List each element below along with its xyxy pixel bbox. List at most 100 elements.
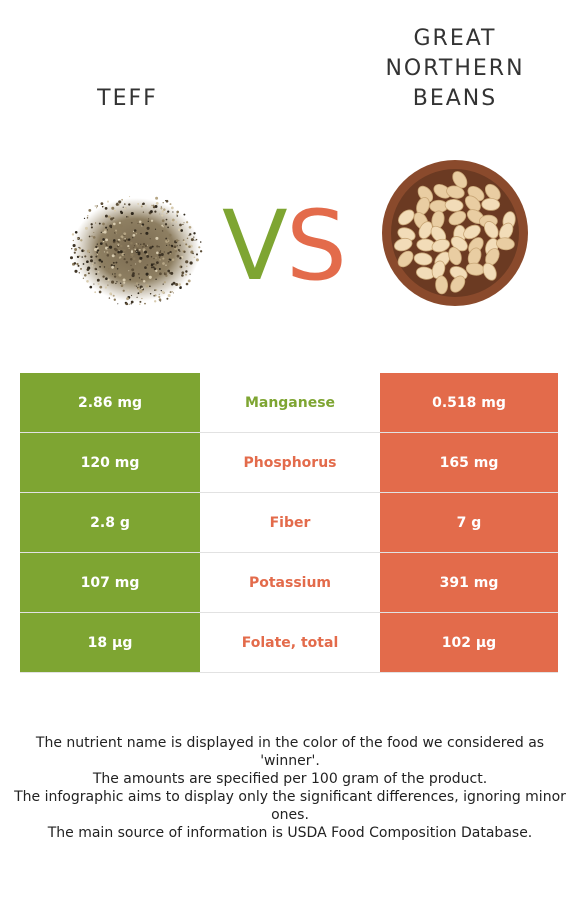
teff-grain — [139, 303, 141, 305]
teff-image — [69, 196, 203, 306]
teff-value: 120 mg — [20, 432, 200, 493]
teff-grain — [195, 258, 199, 262]
teff-grain — [105, 246, 108, 250]
teff-grain — [86, 260, 89, 264]
teff-grain — [132, 257, 136, 261]
teff-grain — [160, 253, 164, 256]
teff-grain — [149, 246, 153, 250]
teff-grain — [107, 247, 109, 250]
teff-grain — [179, 223, 182, 227]
teff-grain — [179, 257, 182, 260]
teff-grain — [159, 251, 162, 254]
teff-grain — [139, 300, 142, 303]
teff-grain — [135, 263, 137, 265]
teff-grain — [94, 262, 96, 264]
teff-grain — [183, 222, 185, 224]
teff-grain — [155, 257, 157, 259]
teff-grain — [145, 231, 149, 235]
teff-grain — [112, 294, 115, 297]
teff-grain — [165, 237, 168, 240]
teff-grain — [137, 222, 139, 225]
vs-label: V S — [222, 196, 362, 296]
teff-grain — [71, 248, 73, 250]
teff-grain — [141, 225, 143, 227]
teff-grain — [183, 250, 186, 253]
teff-grain — [139, 256, 143, 260]
teff-grain — [155, 289, 157, 291]
teff-grain — [123, 254, 125, 256]
teff-grain — [82, 277, 85, 279]
teff-grain — [167, 293, 171, 298]
teff-grain — [107, 267, 110, 270]
teff-grain — [118, 230, 122, 234]
teff-grain — [138, 259, 142, 263]
bean — [450, 275, 466, 293]
teff-grain — [116, 268, 119, 270]
teff-grain — [81, 249, 84, 253]
teff-grain — [144, 244, 147, 248]
teff-grain — [188, 234, 190, 237]
teff-grain — [136, 250, 138, 252]
bean — [481, 197, 501, 211]
teff-grain — [125, 260, 129, 264]
teff-grain — [129, 196, 131, 198]
teff-grain — [120, 211, 124, 215]
teff-grain — [110, 264, 113, 267]
teff-grain — [183, 240, 186, 243]
teff-grain — [195, 253, 199, 256]
teff-grain — [175, 283, 179, 286]
teff-grain — [92, 236, 96, 239]
teff-grain — [171, 218, 175, 222]
teff-grain — [166, 212, 168, 215]
teff-grain — [98, 290, 102, 294]
teff-grain — [130, 211, 134, 216]
teff-grain — [137, 252, 141, 256]
teff-grain — [172, 281, 176, 285]
teff-grain — [169, 291, 172, 294]
teff-grain — [137, 287, 140, 291]
teff-grain — [74, 230, 78, 234]
teff-grain — [130, 264, 132, 267]
teff-grain — [146, 226, 150, 230]
nutrient-name: Folate, total — [200, 612, 380, 673]
teff-grain — [181, 274, 184, 277]
teff-grain — [123, 249, 126, 252]
teff-grain — [142, 242, 146, 246]
teff-grain — [113, 253, 116, 256]
great-northern-beans-image — [382, 160, 528, 306]
teff-grain — [168, 258, 171, 261]
teff-grain — [171, 221, 173, 223]
teff-grain — [84, 274, 87, 277]
beans-value: 102 µg — [380, 612, 558, 673]
teff-grain — [115, 202, 119, 206]
teff-value: 18 µg — [20, 612, 200, 673]
bean — [464, 195, 481, 212]
teff-grain — [122, 289, 125, 292]
teff-grain — [161, 219, 165, 223]
teff-grain — [97, 271, 100, 273]
teff-grain — [91, 235, 93, 237]
vs-letter-v: V — [222, 190, 288, 302]
teff-grain — [166, 297, 169, 300]
teff-grain — [83, 249, 85, 252]
teff-grain — [69, 256, 74, 260]
teff-grain — [87, 215, 89, 217]
teff-grain — [102, 240, 105, 243]
teff-grain — [172, 224, 174, 226]
teff-grain — [113, 264, 115, 267]
teff-grain — [131, 294, 133, 297]
teff-grain — [145, 205, 147, 207]
teff-grain — [109, 292, 113, 296]
teff-grain — [183, 213, 186, 216]
bean — [398, 209, 415, 226]
teff-grain — [151, 204, 153, 206]
teff-grain — [154, 300, 157, 303]
teff-grain — [90, 226, 93, 229]
teff-grain — [102, 238, 105, 241]
teff-grain — [149, 293, 152, 295]
teff-grain — [194, 239, 196, 241]
comparison-table: 2.86 mg Manganese 0.518 mg 120 mg Phosph… — [20, 373, 558, 673]
teff-grain — [178, 283, 181, 286]
teff-grain — [135, 242, 138, 245]
teff-grain — [111, 265, 115, 269]
